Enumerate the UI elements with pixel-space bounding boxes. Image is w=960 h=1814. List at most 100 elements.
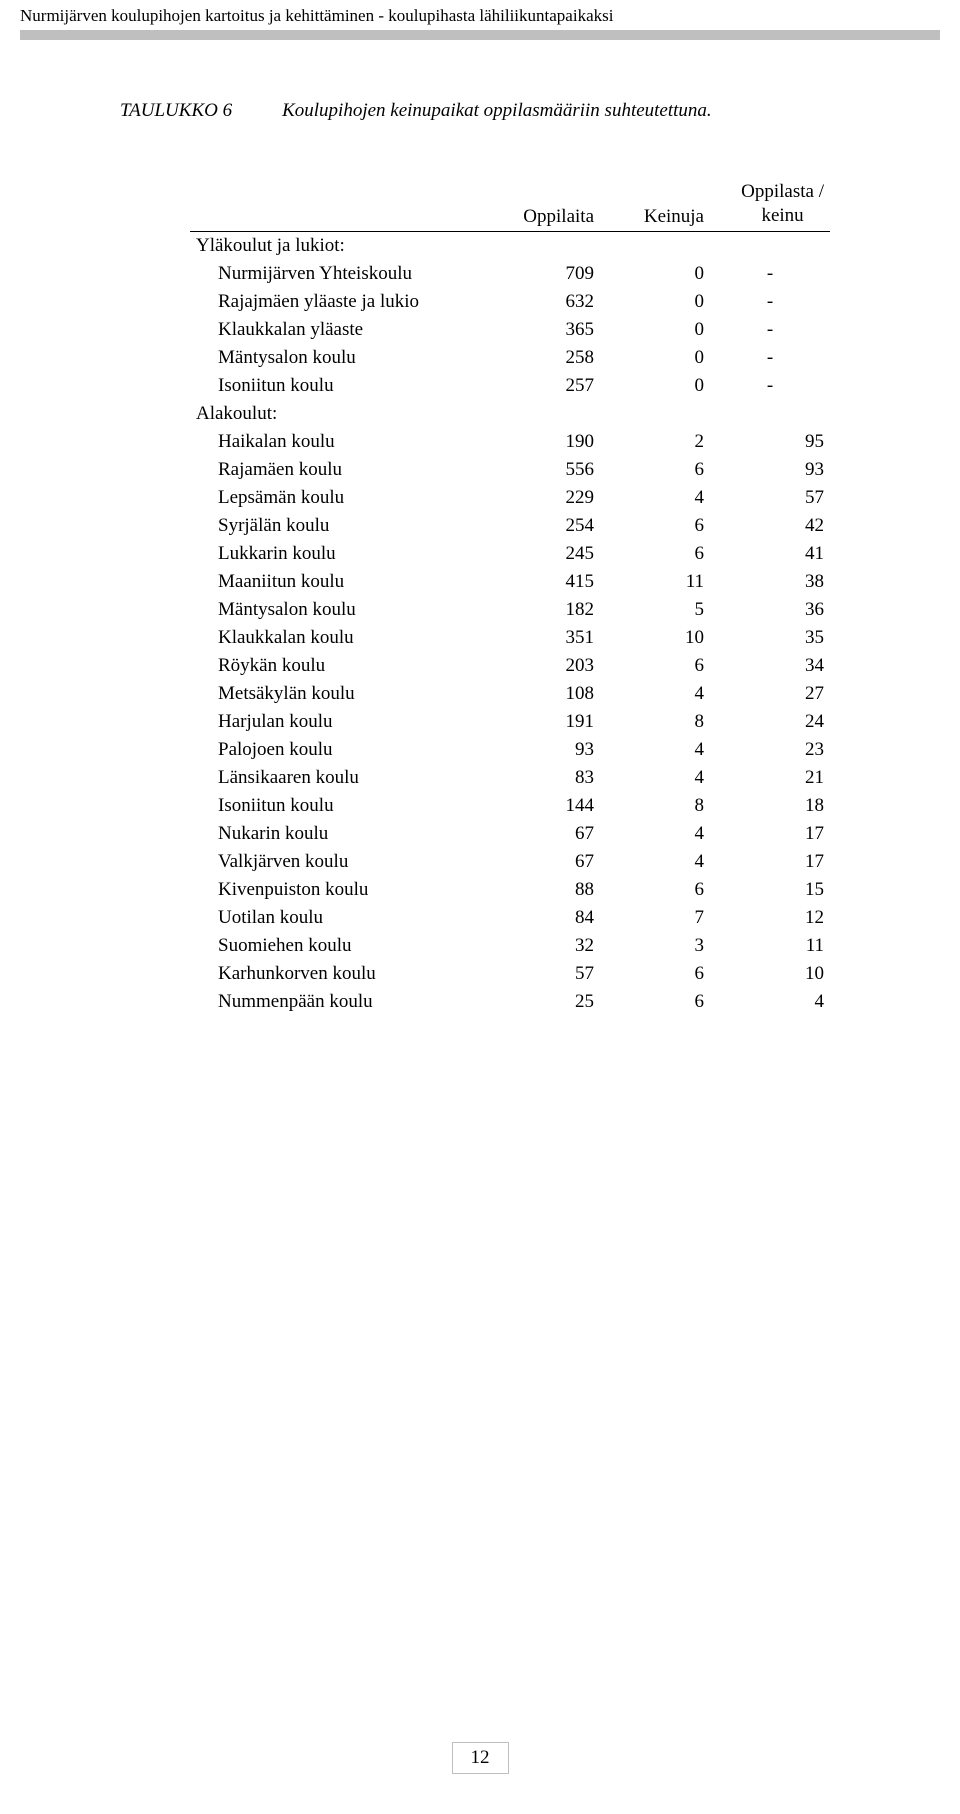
- table-row: Isoniitun koulu 257 0 -: [190, 372, 830, 400]
- col-oppilaita-header: Oppilaita: [490, 177, 600, 231]
- row-a: 245: [490, 540, 600, 568]
- table-row: Suomiehen koulu 32 3 11: [190, 932, 830, 960]
- row-c: 21: [710, 764, 830, 792]
- row-b: 0: [600, 344, 710, 372]
- row-name: Röykän koulu: [190, 652, 490, 680]
- row-a: 67: [490, 848, 600, 876]
- row-a: 182: [490, 596, 600, 624]
- row-a: 93: [490, 736, 600, 764]
- row-name: Kivenpuiston koulu: [190, 876, 490, 904]
- table-row: Mäntysalon koulu 258 0 -: [190, 344, 830, 372]
- row-name: Mäntysalon koulu: [190, 596, 490, 624]
- table-row: Rajajmäen yläaste ja lukio 632 0 -: [190, 288, 830, 316]
- row-b: 8: [600, 708, 710, 736]
- row-b: 4: [600, 680, 710, 708]
- section-2-label-row: Alakoulut:: [190, 400, 830, 428]
- table-row: Nummenpään koulu 25 6 4: [190, 988, 830, 1016]
- row-c: -: [710, 372, 830, 400]
- table-row: Isoniitun koulu 144 8 18: [190, 792, 830, 820]
- table-row: Mäntysalon koulu 182 5 36: [190, 596, 830, 624]
- table-row: Länsikaaren koulu 83 4 21: [190, 764, 830, 792]
- page-content: TAULUKKO 6 Koulupihojen keinupaikat oppi…: [0, 40, 960, 1016]
- row-a: 32: [490, 932, 600, 960]
- row-a: 144: [490, 792, 600, 820]
- running-header: Nurmijärven koulupihojen kartoitus ja ke…: [0, 0, 960, 30]
- row-b: 11: [600, 568, 710, 596]
- row-name: Klaukkalan yläaste: [190, 316, 490, 344]
- row-c: -: [710, 260, 830, 288]
- row-c: 17: [710, 820, 830, 848]
- row-a: 254: [490, 512, 600, 540]
- row-c: 35: [710, 624, 830, 652]
- row-name: Isoniitun koulu: [190, 792, 490, 820]
- row-b: 4: [600, 820, 710, 848]
- row-c: 95: [710, 428, 830, 456]
- row-c: 57: [710, 484, 830, 512]
- table-row: Syrjälän koulu 254 6 42: [190, 512, 830, 540]
- table-row: Lukkarin koulu 245 6 41: [190, 540, 830, 568]
- row-c: 10: [710, 960, 830, 988]
- row-name: Nummenpään koulu: [190, 988, 490, 1016]
- col-keinuja-header: Keinuja: [600, 177, 710, 231]
- row-name: Länsikaaren koulu: [190, 764, 490, 792]
- table-row: Karhunkorven koulu 57 6 10: [190, 960, 830, 988]
- col-ratio-line1: Oppilasta /: [741, 181, 824, 202]
- table-body: Yläkoulut ja lukiot: Nurmijärven Yhteisk…: [190, 231, 830, 1016]
- row-b: 0: [600, 260, 710, 288]
- row-c: 41: [710, 540, 830, 568]
- row-c: 18: [710, 792, 830, 820]
- row-b: 6: [600, 876, 710, 904]
- table-row: Lepsämän koulu 229 4 57: [190, 484, 830, 512]
- row-a: 351: [490, 624, 600, 652]
- row-name: Lukkarin koulu: [190, 540, 490, 568]
- row-a: 83: [490, 764, 600, 792]
- row-a: 556: [490, 456, 600, 484]
- row-name: Valkjärven koulu: [190, 848, 490, 876]
- row-c: 24: [710, 708, 830, 736]
- table-row: Klaukkalan koulu 351 10 35: [190, 624, 830, 652]
- row-b: 0: [600, 288, 710, 316]
- table-row: Palojoen koulu 93 4 23: [190, 736, 830, 764]
- row-c: 38: [710, 568, 830, 596]
- row-name: Metsäkylän koulu: [190, 680, 490, 708]
- row-name: Karhunkorven koulu: [190, 960, 490, 988]
- row-name: Nukarin koulu: [190, 820, 490, 848]
- row-name: Rajamäen koulu: [190, 456, 490, 484]
- header-rule: [20, 30, 940, 40]
- table-row: Uotilan koulu 84 7 12: [190, 904, 830, 932]
- table-row: Maaniitun koulu 415 11 38: [190, 568, 830, 596]
- row-c: -: [710, 288, 830, 316]
- section-1-label: Yläkoulut ja lukiot:: [190, 231, 830, 260]
- row-name: Syrjälän koulu: [190, 512, 490, 540]
- row-c: -: [710, 344, 830, 372]
- row-a: 257: [490, 372, 600, 400]
- row-name: Suomiehen koulu: [190, 932, 490, 960]
- row-b: 0: [600, 372, 710, 400]
- page-number: 12: [0, 1742, 960, 1774]
- caption-label: TAULUKKO 6: [120, 100, 232, 122]
- table-row: Röykän koulu 203 6 34: [190, 652, 830, 680]
- row-a: 190: [490, 428, 600, 456]
- document-page: Nurmijärven koulupihojen kartoitus ja ke…: [0, 0, 960, 1814]
- row-a: 67: [490, 820, 600, 848]
- col-name-header: [190, 177, 490, 231]
- row-c: 93: [710, 456, 830, 484]
- section-1-label-row: Yläkoulut ja lukiot:: [190, 231, 830, 260]
- table-row: Klaukkalan yläaste 365 0 -: [190, 316, 830, 344]
- row-a: 88: [490, 876, 600, 904]
- row-a: 365: [490, 316, 600, 344]
- row-c: 4: [710, 988, 830, 1016]
- row-name: Klaukkalan koulu: [190, 624, 490, 652]
- row-b: 6: [600, 540, 710, 568]
- table-header-row: Oppilaita Keinuja Oppilasta / keinu: [190, 177, 830, 231]
- row-a: 632: [490, 288, 600, 316]
- table-row: Nukarin koulu 67 4 17: [190, 820, 830, 848]
- row-a: 108: [490, 680, 600, 708]
- table-row: Harjulan koulu 191 8 24: [190, 708, 830, 736]
- row-name: Maaniitun koulu: [190, 568, 490, 596]
- row-b: 6: [600, 960, 710, 988]
- row-a: 258: [490, 344, 600, 372]
- row-a: 191: [490, 708, 600, 736]
- row-b: 4: [600, 848, 710, 876]
- table-row: Kivenpuiston koulu 88 6 15: [190, 876, 830, 904]
